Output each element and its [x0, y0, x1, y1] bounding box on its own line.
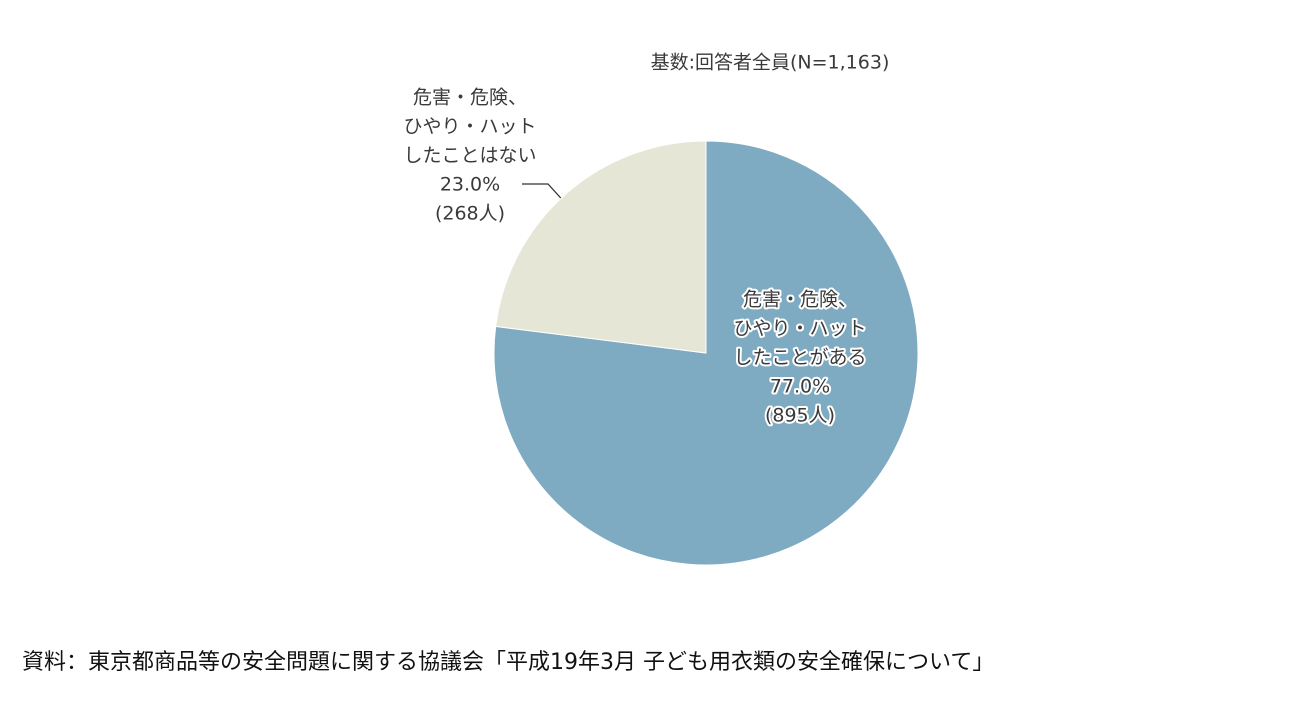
source-note: 資料：東京都商品等の安全問題に関する協議会「平成19年3月 子ども用衣類の安全確…: [22, 650, 994, 675]
pie-slice: [495, 140, 707, 354]
value-label: 77.0%: [770, 376, 830, 398]
count-label: (268人): [435, 203, 505, 225]
slice-label: ひやり・ハット: [403, 116, 536, 138]
count-label: (895人): [765, 405, 835, 427]
slice-label: したことはない: [403, 145, 536, 167]
slice-label: 危害・危険、: [743, 289, 857, 311]
pie-slice: [493, 140, 919, 566]
slice-label: したことがある: [733, 347, 866, 369]
chart-subtitle: 基数:回答者全員(N=1,163): [651, 52, 890, 74]
slice-label: 危害・危険、: [413, 87, 527, 109]
value-label: 23.0%: [440, 174, 500, 196]
slice-label: ひやり・ハット: [733, 318, 866, 340]
